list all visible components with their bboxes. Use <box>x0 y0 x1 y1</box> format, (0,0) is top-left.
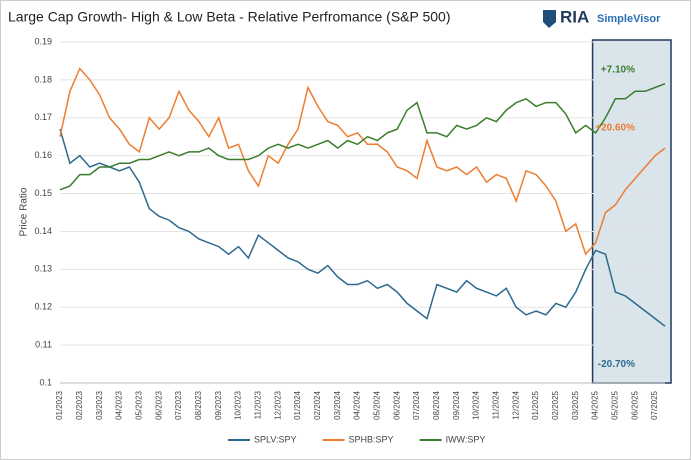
x-tick-label: 04/2024 <box>353 390 362 419</box>
x-tick-label: 04/2025 <box>591 390 600 419</box>
y-tick-label: 0.13 <box>34 264 52 274</box>
x-tick-label: 07/2024 <box>412 390 421 419</box>
highlight-region <box>591 39 672 384</box>
x-tick-label: 09/2024 <box>452 390 461 419</box>
x-tick-label: 08/2024 <box>432 390 441 419</box>
x-tick-label: 01/2024 <box>293 390 302 419</box>
y-tick-label: 0.18 <box>34 74 52 84</box>
legend-label: SPHB:SPY <box>349 434 394 444</box>
logo-shield <box>543 10 556 28</box>
x-tick-label: 12/2023 <box>273 390 282 419</box>
series-line <box>59 67 666 256</box>
y-tick-label: 0.15 <box>34 188 52 198</box>
x-tick-label: 01/2023 <box>55 390 64 419</box>
x-tick-label: 03/2023 <box>95 390 104 419</box>
x-tick-label: 09/2023 <box>214 390 223 419</box>
x-tick-label: 05/2024 <box>372 390 381 419</box>
x-tick-label: 06/2024 <box>392 390 401 419</box>
x-tick-label: 02/2023 <box>75 390 84 419</box>
y-axis-label: Price Ratio <box>19 187 30 236</box>
series-line <box>59 82 666 191</box>
x-tick-label: 12/2024 <box>511 390 520 419</box>
series-line <box>59 128 666 327</box>
x-tick-label: 07/2023 <box>174 390 183 419</box>
x-tick-label: 05/2025 <box>611 390 620 419</box>
chart-title: Large Cap Growth- High & Low Beta - Rela… <box>8 9 451 25</box>
x-tick-label: 08/2023 <box>194 390 203 419</box>
x-tick-label: 10/2023 <box>234 390 243 419</box>
y-tick-label: 0.17 <box>34 112 52 122</box>
x-tick-label: 05/2023 <box>134 390 143 419</box>
x-tick-label: 06/2023 <box>154 390 163 419</box>
y-tick-label: 0.16 <box>34 150 52 160</box>
y-tick-label: 0.12 <box>34 302 52 312</box>
annotation: +20.60% <box>595 123 635 134</box>
brand-sub: SimpleVisor <box>597 13 661 25</box>
x-tick-label: 11/2023 <box>253 390 262 419</box>
x-tick-label: 07/2025 <box>650 390 659 419</box>
x-tick-label: 01/2025 <box>531 390 540 419</box>
x-tick-label: 06/2025 <box>630 390 639 419</box>
brand: RIA <box>560 7 589 26</box>
y-tick-label: 0.19 <box>34 36 52 46</box>
legend-label: IWW:SPY <box>446 434 486 444</box>
x-tick-label: 10/2024 <box>472 390 481 419</box>
legend-label: SPLV:SPY <box>254 434 297 444</box>
annotation: -20.70% <box>598 359 635 370</box>
x-tick-label: 03/2025 <box>571 390 580 419</box>
x-tick-label: 03/2024 <box>333 390 342 419</box>
x-tick-label: 11/2024 <box>492 390 501 419</box>
y-tick-label: 0.14 <box>34 226 52 236</box>
x-tick-label: 02/2025 <box>551 390 560 419</box>
x-tick-label: 02/2024 <box>313 390 322 419</box>
y-tick-label: 0.1 <box>39 377 52 387</box>
annotation: +7.10% <box>601 64 635 75</box>
x-tick-label: 04/2023 <box>115 390 124 419</box>
y-tick-label: 0.11 <box>35 339 52 349</box>
